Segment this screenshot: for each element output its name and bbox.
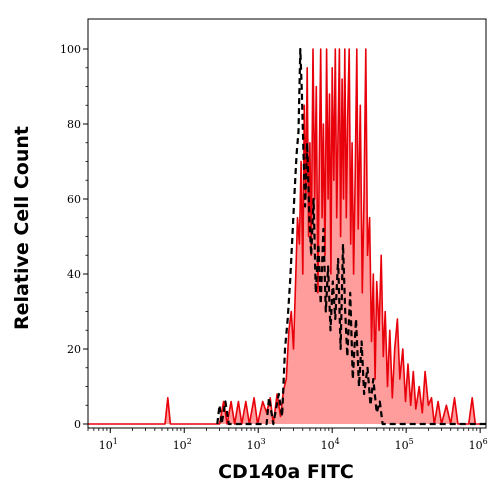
y-tick-label: 80 (67, 118, 81, 131)
y-tick-label: 0 (74, 418, 81, 431)
x-tick-label: 105 (395, 437, 414, 452)
x-tick-label: 102 (173, 437, 192, 452)
x-tick-label: 101 (99, 437, 118, 452)
y-tick-label: 60 (67, 193, 81, 206)
y-tick-label: 40 (67, 268, 81, 281)
y-axis-label: Relative Cell Count (11, 126, 33, 330)
series-0-line (88, 48, 486, 425)
series-1-line (216, 47, 486, 426)
y-tick-label: 20 (67, 343, 81, 356)
y-tick-label: 100 (60, 43, 81, 56)
x-tick-label: 106 (469, 437, 488, 452)
x-tick-label: 103 (247, 437, 266, 452)
x-tick-label: 104 (321, 437, 340, 452)
x-axis-label: CD140a FITC (218, 461, 354, 483)
x-axis: 101 102 103 104 105 106 (87, 428, 488, 452)
plot-marks (88, 47, 486, 426)
y-axis: 0 20 40 60 80 100 (60, 43, 88, 431)
plot-frame (87, 18, 487, 429)
